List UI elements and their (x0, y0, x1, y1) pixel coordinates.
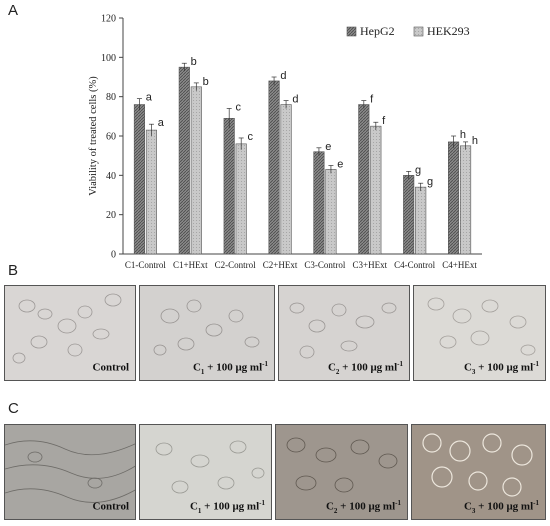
cell-texture (153, 299, 260, 356)
bar-HepG2-C4+HExt (448, 141, 460, 255)
significance-letter: g (427, 176, 433, 188)
bar-HepG2-C3+HExt (358, 104, 370, 255)
legend-swatch-HepG2 (346, 26, 357, 37)
legend-swatch-HEK293 (413, 26, 424, 37)
bar-HEK293-C4+HExt (460, 145, 472, 255)
significance-letter: e (337, 159, 343, 171)
y-tick-label: 40 (106, 171, 116, 182)
bar-HepG2-C1-Control (133, 104, 145, 255)
significance-letter: c (247, 131, 253, 143)
x-tick-label: C3-Control (304, 260, 346, 270)
bar-HEK293-C3-Control (325, 169, 337, 255)
significance-letter: d (280, 70, 286, 82)
y-tick-label: 0 (111, 250, 116, 261)
panel-c-letter: C (8, 400, 19, 417)
panel-c-image-3: C2 + 100 μg ml-1 (275, 424, 408, 520)
panel-c-caption-4: C3 + 100 μg ml-1 (463, 499, 539, 515)
bar-HEK293-C4-Control (415, 186, 427, 255)
cell-texture (5, 440, 135, 503)
panel-c-image-1: Control (4, 424, 136, 520)
panel-b-image-1: Control (4, 285, 136, 381)
cell-texture (286, 437, 398, 493)
legend-label-HepG2: HepG2 (360, 24, 395, 38)
significance-letter: b (191, 56, 197, 68)
panel-b-image-2: C1 + 100 μg ml-1 (139, 285, 275, 381)
y-tick-label: 20 (106, 210, 116, 221)
y-tick-label: 120 (101, 14, 116, 25)
x-tick-label: C2-Control (215, 260, 257, 270)
cell-texture (155, 440, 265, 494)
bar-HEK293-C1-Control (145, 129, 157, 255)
x-tick-label: C1+HExt (173, 260, 208, 270)
significance-letter: b (203, 76, 209, 88)
bar-HEK293-C3+HExt (370, 125, 382, 255)
bar-HepG2-C1+HExt (178, 66, 190, 255)
panel-a-letter: A (8, 2, 19, 19)
bar-HepG2-C3-Control (313, 151, 325, 255)
panel-b-caption-2: C1 + 100 μg ml-1 (192, 360, 268, 376)
significance-letter: a (146, 92, 153, 104)
significance-letter: e (325, 141, 331, 153)
significance-letter: g (415, 164, 421, 176)
bar-HepG2-C4-Control (403, 175, 415, 255)
significance-letter: d (292, 94, 298, 106)
significance-letter: h (460, 129, 466, 141)
significance-letter: f (382, 115, 386, 127)
legend-label-HEK293: HEK293 (427, 24, 470, 38)
x-tick-label: C4-Control (394, 260, 436, 270)
y-axis-title: Viability of treated cells (%) (88, 76, 99, 196)
panel-c-image-2: C1 + 100 μg ml-1 (139, 424, 272, 520)
cell-texture (289, 302, 397, 359)
significance-letter: h (472, 135, 478, 147)
x-tick-label: C4+HExt (442, 260, 477, 270)
panel-b-caption-1: Control (92, 361, 129, 374)
panel-b-letter: B (8, 262, 19, 279)
bar-chart: 0 20 40 60 80 100 120 Viability of treated cell… (88, 14, 482, 270)
significance-letter: a (158, 117, 165, 129)
cell-texture (427, 297, 536, 356)
significance-letter: f (370, 94, 374, 106)
panel-c-caption-2: C1 + 100 μg ml-1 (189, 499, 265, 515)
y-tick-label: 100 (101, 53, 116, 64)
bar-HEK293-C2-Control (235, 143, 247, 255)
cell-texture (422, 433, 533, 497)
bar-HEK293-C1+HExt (190, 86, 202, 255)
panel-b-image-3: C2 + 100 μg ml-1 (278, 285, 410, 381)
panel-c-caption-3: C2 + 100 μg ml-1 (325, 499, 401, 515)
x-tick-label: C2+HExt (263, 260, 298, 270)
panel-c-image-4: C3 + 100 μg ml-1 (411, 424, 546, 520)
panel-b-caption-3: C2 + 100 μg ml-1 (327, 360, 403, 376)
bar-HepG2-C2-Control (223, 118, 235, 255)
significance-letter: c (235, 101, 241, 113)
cell-texture (12, 293, 122, 364)
x-tick-label: C3+HExt (353, 260, 388, 270)
y-tick-label: 80 (106, 92, 116, 103)
panel-b-caption-4: C3 + 100 μg ml-1 (463, 360, 539, 376)
x-tick-label: C1-Control (125, 260, 167, 270)
bar-HEK293-C2+HExt (280, 104, 292, 255)
y-tick-label: 60 (106, 132, 116, 143)
bar-HepG2-C2+HExt (268, 80, 280, 255)
panel-c-caption-1: Control (92, 500, 129, 513)
panel-b-image-4: C3 + 100 μg ml-1 (413, 285, 546, 381)
